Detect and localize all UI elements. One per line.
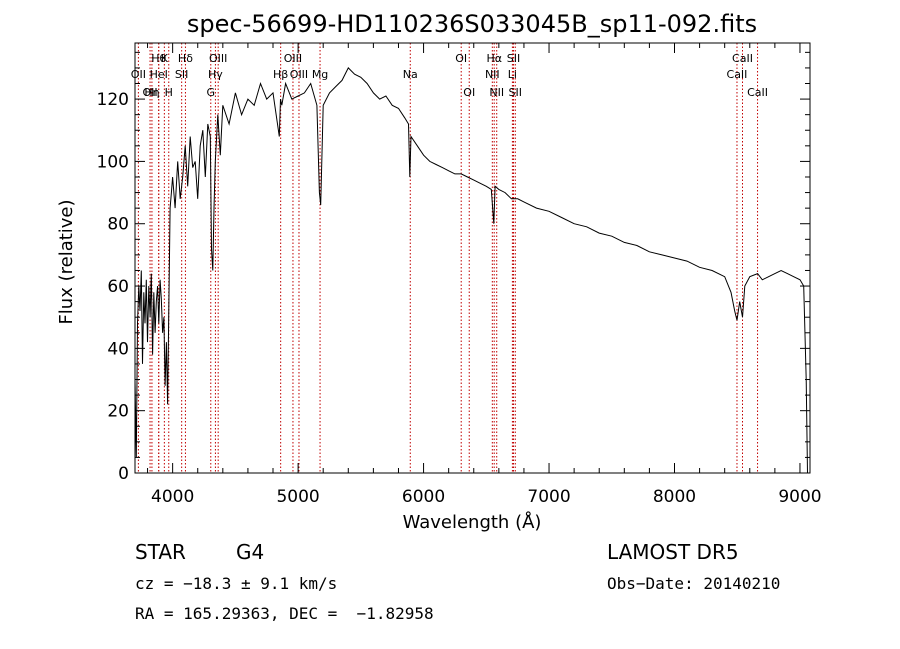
y-axis: 0 20 40 60 80 100 120 bbox=[97, 51, 810, 484]
x-tick-label: 9000 bbox=[778, 487, 821, 507]
spectral-line-label: Hβ bbox=[273, 68, 288, 81]
spectral-line-label: OI bbox=[463, 86, 475, 99]
spectral-line-label: Hα bbox=[486, 52, 502, 65]
x-tick-label: 8000 bbox=[653, 487, 696, 507]
velocity-readout: cz = −18.3 ± 9.1 km/s bbox=[135, 574, 338, 593]
x-tick-label: 7000 bbox=[527, 487, 570, 507]
plot-frame bbox=[134, 42, 811, 474]
y-tick-label: 20 bbox=[107, 402, 129, 422]
x-tick-label: 4000 bbox=[151, 487, 194, 507]
chart-title: spec-56699-HD110236S033045B_sp11-092.fit… bbox=[187, 10, 757, 38]
object-type: STAR bbox=[135, 540, 186, 564]
spectral-line-label: Na bbox=[403, 68, 418, 81]
spectral-line-label: H bbox=[165, 86, 173, 99]
spectral-line-label: SII bbox=[175, 68, 188, 81]
spectral-line-label: SII bbox=[507, 52, 520, 65]
spectral-line-label: OII bbox=[142, 86, 157, 99]
spectral-line-label: Hθ bbox=[151, 52, 166, 65]
spectral-line-label: NII bbox=[489, 86, 504, 99]
spectral-line-label: Hγ bbox=[208, 68, 223, 81]
subclass: G4 bbox=[236, 540, 265, 564]
spectral-line-label: K bbox=[161, 52, 169, 65]
spectral-line-label: OII bbox=[131, 68, 146, 81]
spectral-line-label: SII bbox=[509, 86, 522, 99]
coordinates: RA = 165.29363, DEC = −1.82958 bbox=[135, 604, 434, 623]
spectral-line-label: Mg bbox=[312, 68, 328, 81]
spectral-line-label: Hη bbox=[144, 86, 159, 99]
x-axis: 4000 5000 6000 7000 8000 9000 bbox=[147, 43, 822, 507]
y-tick-label: 40 bbox=[107, 339, 129, 359]
y-tick-label: 80 bbox=[107, 215, 129, 235]
line-markers bbox=[137, 43, 759, 473]
observation-date: Obs−Date: 20140210 bbox=[607, 574, 781, 593]
spectral-line-label: NII bbox=[485, 68, 500, 81]
spectral-line-label: CaII bbox=[732, 52, 753, 65]
x-tick-label: 6000 bbox=[402, 487, 445, 507]
spectral-line-label: OIII bbox=[284, 52, 302, 65]
y-axis-label: Flux (relative) bbox=[56, 199, 77, 324]
spectral-line-label: OIII bbox=[209, 52, 227, 65]
x-axis-label: Wavelength (Å) bbox=[403, 511, 542, 533]
spectral-line-label: CaII bbox=[727, 68, 748, 81]
survey-name: LAMOST DR5 bbox=[607, 540, 739, 564]
spectrum-line bbox=[134, 67, 808, 474]
spectral-line-label: OI bbox=[455, 52, 467, 65]
y-tick-label: 100 bbox=[97, 152, 129, 172]
spectral-line-label: Hδ bbox=[178, 52, 193, 65]
spectral-line-label: HeI bbox=[150, 68, 168, 81]
spectral-line-label: CaII bbox=[747, 86, 768, 99]
x-tick-label: 5000 bbox=[276, 487, 319, 507]
y-tick-label: 0 bbox=[118, 464, 129, 484]
spectral-line-label: Li bbox=[508, 68, 517, 81]
spectral-line-label: OIII bbox=[290, 68, 308, 81]
y-tick-label: 120 bbox=[97, 90, 129, 110]
y-tick-label: 60 bbox=[107, 277, 129, 297]
spectral-line-label: G bbox=[207, 86, 216, 99]
